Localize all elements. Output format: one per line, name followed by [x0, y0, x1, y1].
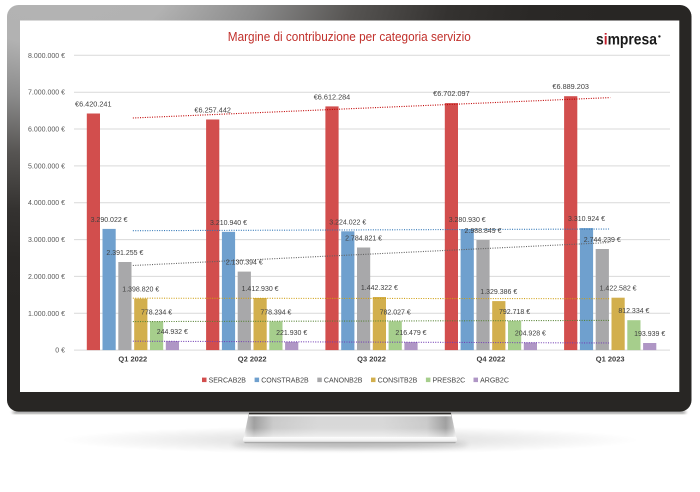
svg-text:1.442.322 €: 1.442.322 € [361, 285, 398, 292]
svg-text:8.000.000 €: 8.000.000 € [28, 53, 65, 60]
svg-text:216.479 €: 216.479 € [395, 330, 426, 337]
svg-text:simpresa: simpresa [596, 31, 657, 48]
svg-text:CONSITB2B: CONSITB2B [378, 377, 418, 384]
svg-text:3.310.924 €: 3.310.924 € [568, 216, 605, 223]
svg-text:CONSTRAB2B: CONSTRAB2B [261, 377, 309, 384]
svg-text:€6.702.097: €6.702.097 [433, 91, 470, 98]
svg-text:3.210.940 €: 3.210.940 € [210, 220, 247, 227]
svg-text:€6.612.284: €6.612.284 [314, 94, 351, 101]
svg-text:2.130.394 €: 2.130.394 € [226, 260, 263, 267]
svg-text:CANONB2B: CANONB2B [324, 377, 363, 384]
svg-text:0 €: 0 € [55, 348, 65, 355]
svg-text:6.000.000 €: 6.000.000 € [28, 127, 65, 134]
svg-text:792.718 €: 792.718 € [499, 309, 530, 316]
svg-text:ARGB2C: ARGB2C [480, 377, 509, 384]
svg-text:€6.889.203: €6.889.203 [552, 84, 589, 91]
svg-text:2.744.239 €: 2.744.239 € [584, 237, 621, 244]
svg-text:Q2 2022: Q2 2022 [238, 354, 267, 363]
svg-text:1.329.386 €: 1.329.386 € [480, 289, 517, 296]
svg-text:€6.420.241: €6.420.241 [75, 102, 112, 109]
svg-text:782.027 €: 782.027 € [380, 309, 411, 316]
svg-text:193.939 €: 193.939 € [634, 331, 665, 338]
svg-text:2.988.849 €: 2.988.849 € [465, 228, 502, 235]
svg-text:3.280.930 €: 3.280.930 € [449, 217, 486, 224]
svg-text:221.930 €: 221.930 € [276, 330, 307, 337]
svg-text:5.000.000 €: 5.000.000 € [28, 163, 65, 170]
svg-text:2.391.255 €: 2.391.255 € [106, 250, 143, 257]
svg-text:Margine di contribuzione per c: Margine di contribuzione per categoria s… [228, 29, 471, 44]
svg-text:7.000.000 €: 7.000.000 € [28, 90, 65, 97]
svg-text:1.422.582 €: 1.422.582 € [600, 286, 637, 293]
svg-text:Q4 2022: Q4 2022 [477, 354, 506, 363]
svg-text:1.398.820 €: 1.398.820 € [122, 287, 159, 294]
svg-text:3.290.022 €: 3.290.022 € [91, 217, 128, 224]
svg-text:244.932 €: 244.932 € [157, 329, 188, 336]
svg-text:2.784.821 €: 2.784.821 € [345, 236, 382, 243]
svg-text:778.234 €: 778.234 € [141, 309, 172, 316]
svg-text:2.000.000 €: 2.000.000 € [28, 274, 65, 281]
svg-text:4.000.000 €: 4.000.000 € [28, 200, 65, 207]
svg-text:PRESB2C: PRESB2C [433, 377, 466, 384]
svg-text:1.412.930 €: 1.412.930 € [242, 286, 279, 293]
svg-text:Q3 2022: Q3 2022 [357, 354, 386, 363]
svg-text:3.000.000 €: 3.000.000 € [28, 237, 65, 244]
svg-text:Q1 2023: Q1 2023 [596, 354, 625, 363]
svg-text:778.394 €: 778.394 € [260, 309, 291, 316]
svg-text:1.000.000 €: 1.000.000 € [28, 311, 65, 318]
svg-text:€6.257.442: €6.257.442 [194, 108, 231, 115]
svg-text:Q1 2022: Q1 2022 [118, 354, 147, 363]
svg-text:812.334 €: 812.334 € [618, 308, 649, 315]
svg-text:204.928 €: 204.928 € [515, 331, 546, 338]
svg-text:SERCAB2B: SERCAB2B [209, 377, 247, 384]
svg-text:3.224.022 €: 3.224.022 € [329, 219, 366, 226]
